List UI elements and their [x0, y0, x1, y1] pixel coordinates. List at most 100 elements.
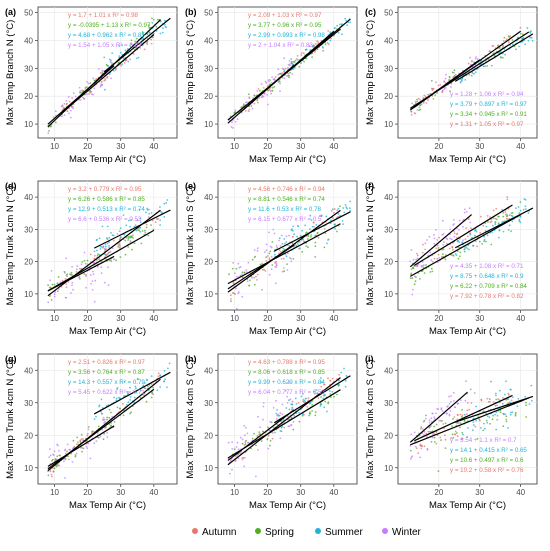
y-tick-label: 50 — [24, 9, 33, 18]
point-summer — [483, 235, 485, 238]
point-spring — [487, 221, 489, 223]
point-winter — [433, 233, 435, 236]
y-axis-title: Max Temp Trunk 1cm N (°C) — [5, 186, 16, 306]
point-summer — [336, 24, 338, 27]
point-spring — [130, 43, 133, 45]
point-winter — [106, 436, 109, 439]
point-spring — [453, 75, 456, 77]
point-spring — [230, 300, 232, 302]
point-autumn — [291, 236, 294, 238]
point-summer — [135, 229, 138, 232]
x-tick-label: 40 — [149, 314, 158, 323]
point-autumn — [437, 84, 440, 87]
point-autumn — [455, 233, 458, 236]
point-autumn — [471, 60, 473, 63]
equation-winter: y = 6.6 + 0.536 x R² = 0.53 — [68, 216, 142, 223]
point-winter — [65, 257, 67, 260]
point-summer — [136, 219, 139, 222]
legend-marker-spring — [255, 528, 261, 534]
point-spring — [105, 426, 107, 429]
point-winter — [450, 400, 452, 403]
equation-autumn: y = 7.92 + 0.78 x R² = 0.82 — [450, 293, 524, 300]
point-winter — [231, 448, 234, 450]
point-autumn — [257, 88, 260, 90]
point-autumn — [93, 254, 96, 257]
point-summer — [506, 214, 509, 217]
point-autumn — [76, 443, 78, 446]
point-winter — [469, 56, 471, 59]
point-spring — [150, 396, 153, 399]
point-spring — [281, 76, 284, 79]
point-spring — [423, 419, 426, 422]
point-summer — [106, 64, 109, 67]
point-summer — [488, 398, 491, 401]
point-summer — [100, 398, 103, 401]
point-winter — [462, 239, 464, 242]
regression-line-winter — [47, 425, 115, 467]
y-tick-label: 20 — [24, 92, 33, 101]
point-summer — [334, 27, 336, 29]
point-winter — [288, 381, 290, 384]
point-winter — [86, 447, 89, 449]
point-summer — [456, 422, 459, 424]
point-spring — [422, 97, 425, 99]
point-spring — [514, 414, 517, 417]
equation-autumn: y = 1.31 + 1.05 x R² = 0.97 — [450, 121, 524, 128]
point-spring — [152, 18, 155, 21]
point-summer — [501, 208, 504, 211]
point-spring — [97, 425, 100, 428]
equation-spring: y = 6.26 + 0.586 x R² = 0.85 — [68, 196, 145, 203]
point-winter — [257, 449, 259, 451]
point-spring — [300, 62, 302, 64]
point-spring — [152, 228, 155, 231]
point-autumn — [297, 402, 300, 404]
point-summer — [511, 411, 514, 414]
regression-line-summer — [283, 18, 351, 75]
point-summer — [285, 255, 288, 258]
point-summer — [342, 207, 345, 209]
y-tick-label: 10 — [384, 120, 393, 129]
point-autumn — [453, 433, 456, 435]
point-spring — [262, 269, 264, 271]
point-summer — [163, 19, 166, 22]
regression-line-winter — [227, 244, 295, 290]
x-tick-label: 10 — [50, 142, 59, 151]
point-winter — [235, 308, 238, 310]
point-spring — [133, 242, 136, 245]
point-autumn — [496, 404, 498, 407]
point-summer — [129, 240, 132, 242]
point-autumn — [489, 216, 491, 219]
point-autumn — [247, 110, 250, 113]
point-summer — [337, 31, 340, 34]
point-winter — [230, 126, 233, 128]
point-summer — [524, 43, 527, 46]
point-winter — [58, 449, 60, 452]
point-summer — [98, 253, 101, 256]
point-winter — [453, 71, 455, 74]
point-autumn — [443, 81, 446, 83]
x-tick-label: 30 — [296, 488, 305, 497]
point-autumn — [443, 434, 446, 437]
point-winter — [100, 266, 103, 269]
point-autumn — [459, 413, 462, 416]
point-summer — [115, 399, 118, 402]
point-summer — [461, 241, 464, 244]
point-spring — [83, 273, 86, 275]
point-autumn — [433, 257, 436, 260]
point-summer — [136, 378, 139, 381]
point-summer — [299, 247, 301, 250]
y-axis-title: Max Temp Trunk 1cm S (°C) — [185, 186, 196, 305]
y-tick-label: 20 — [384, 92, 393, 101]
point-summer — [471, 72, 474, 74]
point-summer — [504, 393, 506, 396]
equation-spring: y = 3.77 + 0.96 x R² = 0.95 — [248, 22, 322, 29]
point-winter — [279, 82, 281, 85]
point-summer — [319, 405, 322, 407]
point-summer — [529, 32, 532, 34]
point-spring — [306, 238, 309, 241]
point-summer — [134, 40, 137, 43]
point-spring — [56, 290, 59, 292]
point-winter — [266, 93, 268, 96]
point-autumn — [446, 242, 448, 245]
point-spring — [248, 284, 251, 287]
